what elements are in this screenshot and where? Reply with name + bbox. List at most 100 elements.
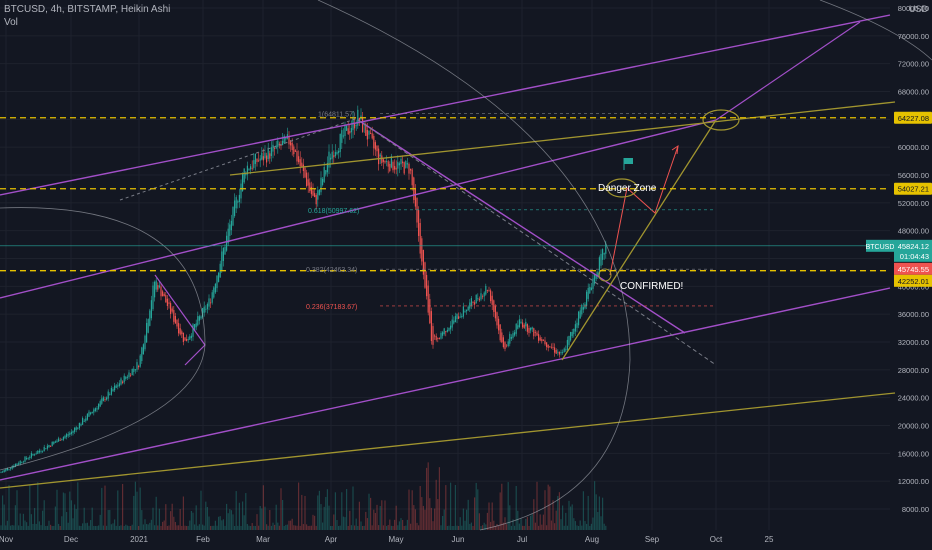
volume-bar xyxy=(360,521,362,530)
x-axis[interactable]: Nov Dec 2021 Feb Mar Apr May Jun Jul Aug Sep Oct 25 xyxy=(0,535,774,544)
candle-body xyxy=(6,467,8,470)
x-tick-label: 25 xyxy=(765,535,774,544)
candle-body xyxy=(442,332,444,336)
volume-bar xyxy=(262,485,264,530)
volume-bar xyxy=(142,524,144,530)
volume-bar xyxy=(32,523,34,530)
volume-bar xyxy=(250,526,252,530)
candle-body xyxy=(262,156,264,161)
volume-bar xyxy=(147,524,149,530)
volume-bar xyxy=(418,525,420,530)
candle-body xyxy=(155,280,157,290)
candle-body xyxy=(34,454,36,456)
grid xyxy=(0,0,890,530)
candle-body xyxy=(445,331,447,333)
volume-bar xyxy=(502,522,504,530)
volume-bar xyxy=(331,525,333,530)
volume-bar xyxy=(538,525,540,530)
candle-body xyxy=(165,295,167,303)
volume-bar xyxy=(6,520,8,530)
candle-body xyxy=(211,292,213,303)
candle-body xyxy=(194,324,196,331)
candle-body xyxy=(443,328,445,334)
candle-body xyxy=(469,302,471,309)
volume-bar xyxy=(190,510,192,530)
candle-body xyxy=(446,329,448,332)
candle-body xyxy=(133,368,135,372)
volume-bar xyxy=(115,525,117,530)
volume-bar xyxy=(368,493,370,530)
candle-body xyxy=(509,333,511,344)
volume-bar xyxy=(18,525,20,530)
candle-body xyxy=(357,109,359,126)
candle-body xyxy=(139,355,141,367)
candle-body xyxy=(197,316,199,326)
volume-bar xyxy=(408,489,410,530)
candle-body xyxy=(246,165,248,175)
volume-bar xyxy=(2,495,4,530)
volume-bar xyxy=(27,525,29,530)
volume-bar xyxy=(238,502,240,530)
volume-bar xyxy=(312,514,314,530)
candle-body xyxy=(366,129,368,140)
y-tick-label: 52000.00 xyxy=(898,199,929,208)
candle-body xyxy=(123,375,125,383)
volume-bar xyxy=(523,525,525,530)
candle-body xyxy=(424,262,426,288)
volume-bar xyxy=(59,525,61,530)
volume-bar xyxy=(522,525,524,530)
candle-body xyxy=(379,154,381,157)
volume-bar xyxy=(138,525,140,530)
candle-body xyxy=(576,322,578,328)
volume-bar xyxy=(270,525,272,530)
volume-bar xyxy=(194,524,196,530)
candle-body xyxy=(512,333,514,338)
volume-bar xyxy=(450,482,452,530)
volume-bar xyxy=(325,496,327,530)
volume-bar xyxy=(290,520,292,530)
candle-body xyxy=(539,337,541,341)
volume-bar xyxy=(195,505,197,530)
level-price-tag-label: 64227.08 xyxy=(898,114,929,123)
volume-bar xyxy=(562,505,564,530)
volume-bar xyxy=(558,492,560,530)
volume-bar xyxy=(366,518,368,530)
candle-body xyxy=(163,293,165,297)
volume-bar xyxy=(253,525,255,530)
volume-bar xyxy=(578,525,580,530)
upper-channel-line xyxy=(0,14,891,196)
candle-body xyxy=(171,308,173,312)
candle-body xyxy=(547,344,549,349)
projection-arrow xyxy=(609,145,679,276)
candle-body xyxy=(526,324,528,332)
candle-body xyxy=(259,158,261,161)
volume-bar xyxy=(394,519,396,530)
candle-body xyxy=(242,173,244,192)
candle-body xyxy=(235,197,237,209)
volume-bar xyxy=(98,525,100,530)
volume-bar xyxy=(547,484,549,530)
candle-body xyxy=(120,378,122,385)
candle-body xyxy=(307,179,309,186)
x-tick-label: Sep xyxy=(645,535,660,544)
candle-body xyxy=(544,340,546,345)
candle-body xyxy=(110,387,112,395)
volume-bar xyxy=(240,525,242,530)
volume-bar xyxy=(550,520,552,530)
volume-bar xyxy=(518,523,520,530)
volume-bar xyxy=(182,496,184,530)
candle-body xyxy=(30,453,32,458)
volume-bar xyxy=(131,524,133,530)
volume-bar xyxy=(456,525,458,530)
volume-bar xyxy=(586,523,588,530)
candle-body xyxy=(389,163,391,172)
candle-body xyxy=(370,132,372,134)
candle-body xyxy=(326,162,328,173)
y-tick-label: 56000.00 xyxy=(898,171,929,180)
volume-bar xyxy=(310,525,312,530)
candle-body xyxy=(525,321,527,327)
volume-bar xyxy=(258,525,260,530)
target-ellipse xyxy=(702,109,740,131)
